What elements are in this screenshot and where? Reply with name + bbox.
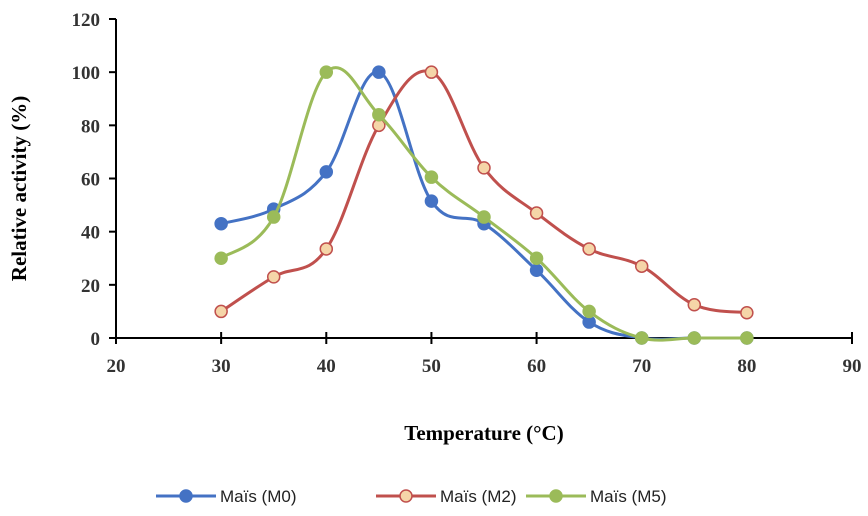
legend-item-2-label: Maïs (M5) — [590, 487, 667, 506]
series-2-point — [740, 331, 754, 345]
series-1 — [214, 65, 754, 320]
series-layer — [214, 65, 754, 345]
legend-item-2-marker — [549, 489, 563, 503]
series-2-point — [582, 304, 596, 319]
legend-item-0: Maïs (M0) — [156, 487, 297, 506]
y-axis-title: Relative activity (%) — [7, 96, 31, 281]
x-tick-label: 70 — [632, 356, 651, 377]
series-2-point — [424, 170, 439, 184]
series-2-point — [634, 331, 649, 345]
series-2-point — [477, 210, 491, 224]
series-1-point — [477, 161, 491, 175]
x-tick-label: 80 — [737, 356, 756, 377]
x-tick-label: 30 — [212, 356, 231, 377]
y-tick-label: 120 — [72, 10, 101, 31]
legend-item-0-label: Maïs (M0) — [220, 487, 297, 506]
x-tick-label: 40 — [317, 356, 336, 377]
series-2-point — [529, 251, 544, 265]
series-2 — [214, 65, 754, 345]
series-0-point — [319, 165, 334, 179]
series-2-point — [214, 251, 228, 265]
x-tick-label: 60 — [527, 356, 546, 377]
series-1-point — [266, 270, 281, 284]
legend-item-1-label: Maïs (M2) — [440, 487, 517, 506]
series-1-point — [582, 242, 596, 256]
series-1-point — [424, 65, 439, 79]
y-tick-label: 0 — [91, 329, 101, 350]
series-1-point — [319, 242, 334, 256]
x-tick-label: 50 — [422, 356, 441, 377]
series-0-point — [424, 194, 439, 208]
series-0-point — [529, 263, 544, 277]
y-tick-label: 100 — [72, 63, 101, 84]
x-axis-title: Temperature (°C) — [404, 421, 563, 445]
x-tick-label: 90 — [843, 356, 862, 377]
series-2-line — [220, 66, 747, 342]
series-2-point — [319, 65, 334, 79]
legend: Maïs (M0) Maïs (M2) Maïs (M5) — [156, 487, 667, 506]
series-1-point — [740, 305, 754, 320]
series-2-point — [687, 331, 702, 345]
series-1-line — [220, 69, 748, 315]
y-tick-label: 20 — [81, 276, 100, 297]
series-2-point — [266, 210, 281, 224]
y-tick-label: 80 — [81, 116, 100, 137]
legend-item-1-marker — [399, 489, 413, 503]
y-tick-label: 40 — [81, 223, 100, 244]
x-tick-label: 20 — [107, 356, 126, 377]
series-2-point — [372, 107, 386, 122]
legend-item-2: Maïs (M5) — [526, 487, 667, 506]
series-0-line — [220, 70, 747, 341]
legend-item-0-marker — [179, 489, 193, 503]
series-1-point — [687, 298, 702, 312]
axes: 0 20 40 60 80 100 120 20 30 40 50 60 70 80 90 — [72, 10, 862, 377]
series-0-point — [214, 216, 228, 231]
series-0-point — [372, 65, 386, 79]
legend-item-1: Maïs (M2) — [376, 487, 517, 506]
series-1-point — [214, 304, 228, 319]
series-1-point — [634, 259, 649, 273]
series-1-point — [529, 206, 544, 220]
series-0 — [214, 65, 754, 345]
y-tick-label: 60 — [81, 170, 100, 191]
